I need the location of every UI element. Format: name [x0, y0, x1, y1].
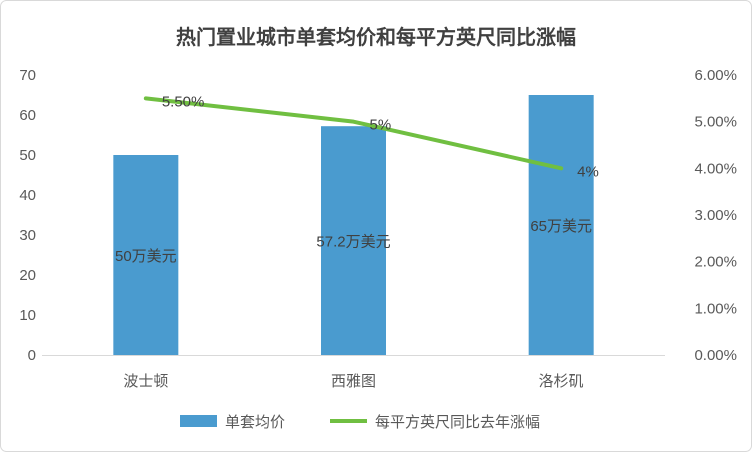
right-tick-label: 2.00% — [694, 254, 737, 271]
left-tick-label: 10 — [19, 307, 36, 324]
line-data-label: 5% — [370, 117, 392, 134]
left-tick-label: 50 — [19, 147, 36, 164]
chart-title: 热门置业城市单套均价和每平方英尺同比涨幅 — [176, 25, 576, 49]
bar-data-label: 57.2万美元 — [316, 234, 390, 251]
line-data-label: 4% — [577, 163, 599, 180]
category-label: 洛杉矶 — [539, 373, 584, 390]
bar-data-label: 50万美元 — [115, 248, 177, 265]
left-tick-label: 30 — [19, 227, 36, 244]
left-tick-label: 20 — [19, 267, 36, 284]
left-tick-label: 70 — [19, 67, 36, 84]
bar — [528, 95, 594, 355]
left-tick-label: 0 — [28, 347, 36, 364]
bar-data-label: 65万美元 — [530, 218, 592, 235]
category-label: 波士顿 — [123, 373, 168, 390]
left-tick-label: 60 — [19, 107, 36, 124]
category-label: 西雅图 — [331, 373, 376, 390]
right-tick-label: 0.00% — [694, 347, 737, 364]
right-tick-label: 4.00% — [694, 160, 737, 177]
line-data-label: 5.50% — [162, 93, 205, 110]
legend-line-label: 每平方英尺同比去年涨幅 — [375, 413, 540, 431]
right-tick-label: 5.00% — [694, 114, 737, 131]
right-tick-label: 1.00% — [694, 300, 737, 317]
bar — [113, 155, 179, 355]
right-tick-label: 6.00% — [694, 67, 737, 84]
right-tick-label: 3.00% — [694, 207, 737, 224]
left-tick-label: 40 — [19, 187, 36, 204]
legend-bar-swatch — [180, 415, 217, 427]
bar — [321, 126, 386, 355]
legend-bar-label: 单套均价 — [225, 414, 285, 431]
